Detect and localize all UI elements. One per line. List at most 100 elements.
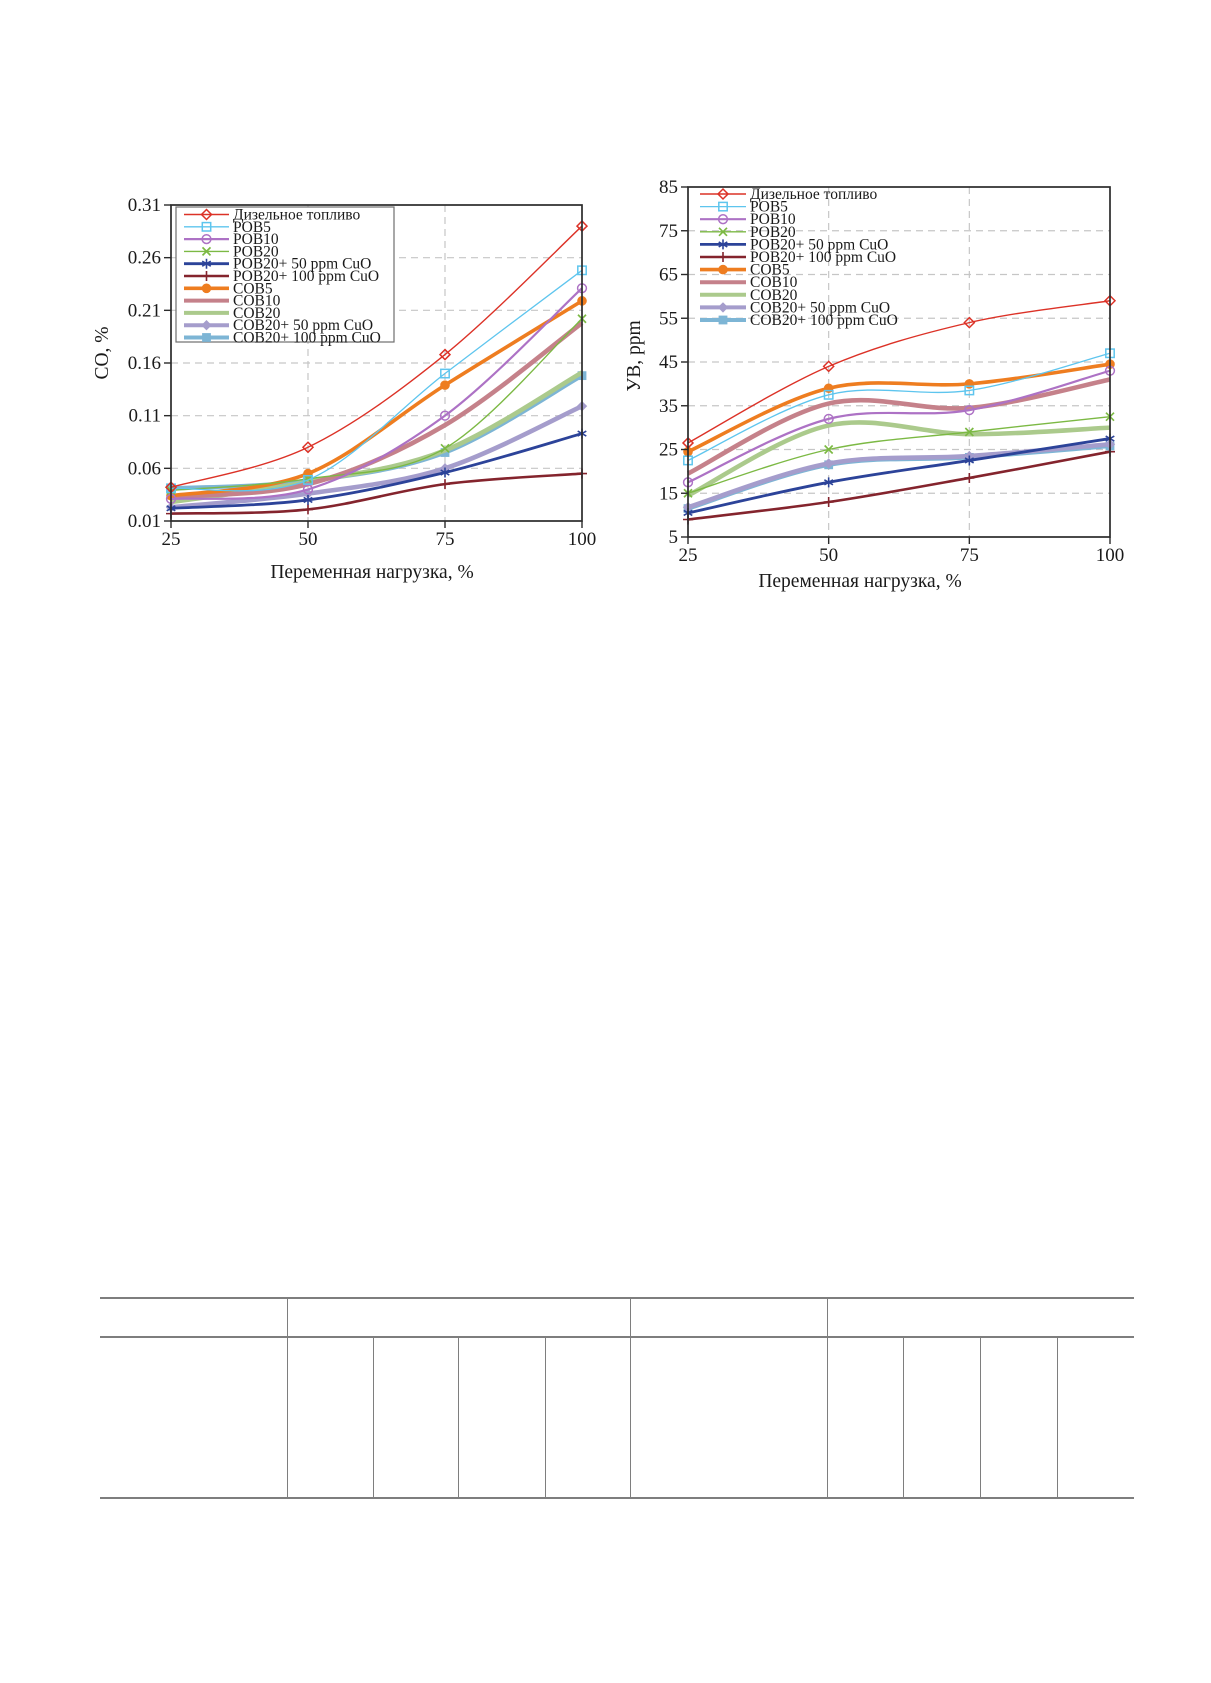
x-tick-label: 100 bbox=[1096, 545, 1125, 566]
table-body-column-line bbox=[1057, 1338, 1058, 1497]
co-chart-y-axis-title: СО, % bbox=[92, 326, 113, 379]
legend-item: COB20 bbox=[184, 305, 281, 322]
series-line bbox=[686, 420, 1111, 498]
legend-item: Дизельное топливо bbox=[700, 186, 878, 203]
y-tick-label: 5 bbox=[669, 527, 679, 548]
legend-item: COB10 bbox=[184, 293, 281, 310]
y-tick-label: 0.01 bbox=[128, 511, 161, 532]
table-header-column-line bbox=[827, 1299, 828, 1336]
series-line bbox=[687, 450, 1111, 521]
legend-label: POB20+ 50 ppm CuO bbox=[750, 236, 888, 253]
series-line bbox=[170, 287, 583, 500]
series-line bbox=[170, 404, 583, 510]
legend-item: POB10 bbox=[700, 211, 796, 228]
legend-item: POB20 bbox=[184, 243, 279, 260]
table-body-column-line bbox=[903, 1338, 904, 1497]
legend-item: POB10 bbox=[184, 231, 279, 248]
empty-table-skeleton bbox=[100, 1297, 1134, 1499]
x-tick-label: 50 bbox=[819, 545, 838, 566]
legend-label: COB20+ 100 ppm CuO bbox=[233, 330, 381, 347]
legend-label: COB20 bbox=[233, 305, 281, 322]
series-line bbox=[687, 415, 1111, 494]
legend-item: POB20+ 100 ppm CuO bbox=[700, 249, 896, 266]
table-body-column-line bbox=[373, 1338, 374, 1497]
series-line bbox=[687, 369, 1111, 484]
y-tick-label: 75 bbox=[659, 221, 678, 242]
legend-label: POB20+ 100 ppm CuO bbox=[233, 268, 379, 285]
hc-chart-x-axis-title: Переменная нагрузка, % bbox=[758, 571, 961, 592]
series-line bbox=[170, 225, 583, 488]
table-body-column-line bbox=[458, 1338, 459, 1497]
legend-item: COB5 bbox=[184, 280, 273, 297]
series-line bbox=[170, 321, 584, 500]
legend-label: COB20 bbox=[750, 287, 798, 304]
legend-label: COB5 bbox=[750, 262, 790, 279]
series-markers bbox=[683, 433, 1115, 518]
legend-label: POB10 bbox=[750, 211, 796, 228]
y-tick-label: 45 bbox=[659, 352, 678, 373]
y-tick-label: 25 bbox=[659, 440, 678, 461]
hc-vs-load-chart: 5 15 25 35 45 55 65 75 85 25 50 75 100 Дизельное топл… bbox=[659, 177, 1124, 566]
legend-label: POB20 bbox=[750, 224, 796, 241]
table-body-column-line bbox=[545, 1338, 546, 1497]
y-tick-label: 15 bbox=[659, 483, 678, 504]
legend-item: COB5 bbox=[700, 262, 790, 279]
series-line bbox=[170, 318, 583, 492]
legend-item: POB20 bbox=[700, 224, 796, 241]
series-line bbox=[687, 362, 1111, 454]
series-line bbox=[170, 472, 583, 515]
y-tick-label: 0.26 bbox=[128, 248, 161, 269]
legend-label: POB5 bbox=[233, 219, 271, 236]
table-header-column-line bbox=[287, 1299, 288, 1336]
legend-item: COB10 bbox=[700, 274, 798, 291]
axes: 0.01 0.06 0.11 0.16 0.21 0.26 0.31 25 50 75 100 bbox=[128, 195, 597, 550]
legend-label: POB5 bbox=[750, 199, 788, 216]
table-bottom-border bbox=[100, 1497, 1134, 1499]
legend-label: POB20+ 50 ppm CuO bbox=[233, 256, 371, 273]
co-vs-load-chart: 0.01 0.06 0.11 0.16 0.21 0.26 0.31 25 50 75 100 Диз… bbox=[128, 195, 597, 550]
co-chart-x-axis-title: Переменная нагрузка, % bbox=[270, 562, 473, 583]
series-line bbox=[686, 377, 1111, 476]
legend-item: POB20+ 100 ppm CuO bbox=[184, 268, 379, 285]
y-tick-label: 0.06 bbox=[128, 458, 161, 479]
x-tick-label: 75 bbox=[960, 545, 979, 566]
legend-label: POB20 bbox=[233, 243, 279, 260]
table-body-column-line bbox=[287, 1338, 288, 1497]
series-lines bbox=[681, 294, 1117, 525]
table-header-divider bbox=[100, 1336, 1134, 1338]
table-body-column-line bbox=[630, 1338, 631, 1497]
legend-label: POB20+ 100 ppm CuO bbox=[750, 249, 896, 266]
emissions-charts: 0.01 0.06 0.11 0.16 0.21 0.26 0.31 25 50 75 100 Диз… bbox=[92, 177, 1124, 592]
series-line bbox=[170, 299, 583, 498]
y-tick-label: 35 bbox=[659, 396, 678, 417]
legend-label: COB20+ 50 ppm CuO bbox=[233, 317, 373, 334]
y-tick-label: 0.16 bbox=[128, 353, 161, 374]
y-tick-label: 0.31 bbox=[128, 195, 161, 216]
legend-item: POB5 bbox=[184, 219, 271, 236]
y-tick-label: 85 bbox=[659, 177, 678, 198]
x-tick-label: 25 bbox=[162, 529, 181, 550]
legend-item: Дизельное топливо bbox=[184, 207, 361, 224]
x-tick-label: 75 bbox=[436, 529, 455, 550]
legend-label: Дизельное топливо bbox=[750, 186, 878, 203]
legend-item: COB20+ 50 ppm CuO bbox=[184, 317, 373, 334]
x-tick-label: 50 bbox=[299, 529, 318, 550]
axes: 5 15 25 35 45 55 65 75 85 25 50 75 100 bbox=[659, 177, 1124, 566]
legend-label: COB10 bbox=[233, 293, 281, 310]
y-tick-label: 55 bbox=[659, 308, 678, 329]
legend-item: COB20+ 50 ppm CuO bbox=[700, 299, 890, 316]
table-top-border bbox=[100, 1297, 1134, 1299]
legend-label: Дизельное топливо bbox=[233, 207, 361, 224]
legend-label: POB10 bbox=[233, 231, 279, 248]
y-tick-label: 0.21 bbox=[128, 300, 161, 321]
x-tick-label: 25 bbox=[679, 545, 698, 566]
y-tick-label: 0.11 bbox=[128, 406, 161, 427]
legend-item: POB5 bbox=[700, 199, 788, 216]
series-line bbox=[170, 432, 583, 510]
legend-label: COB10 bbox=[750, 274, 798, 291]
hc-chart-y-axis-title: УВ, ppm bbox=[624, 320, 645, 391]
legend-label: COB5 bbox=[233, 280, 273, 297]
